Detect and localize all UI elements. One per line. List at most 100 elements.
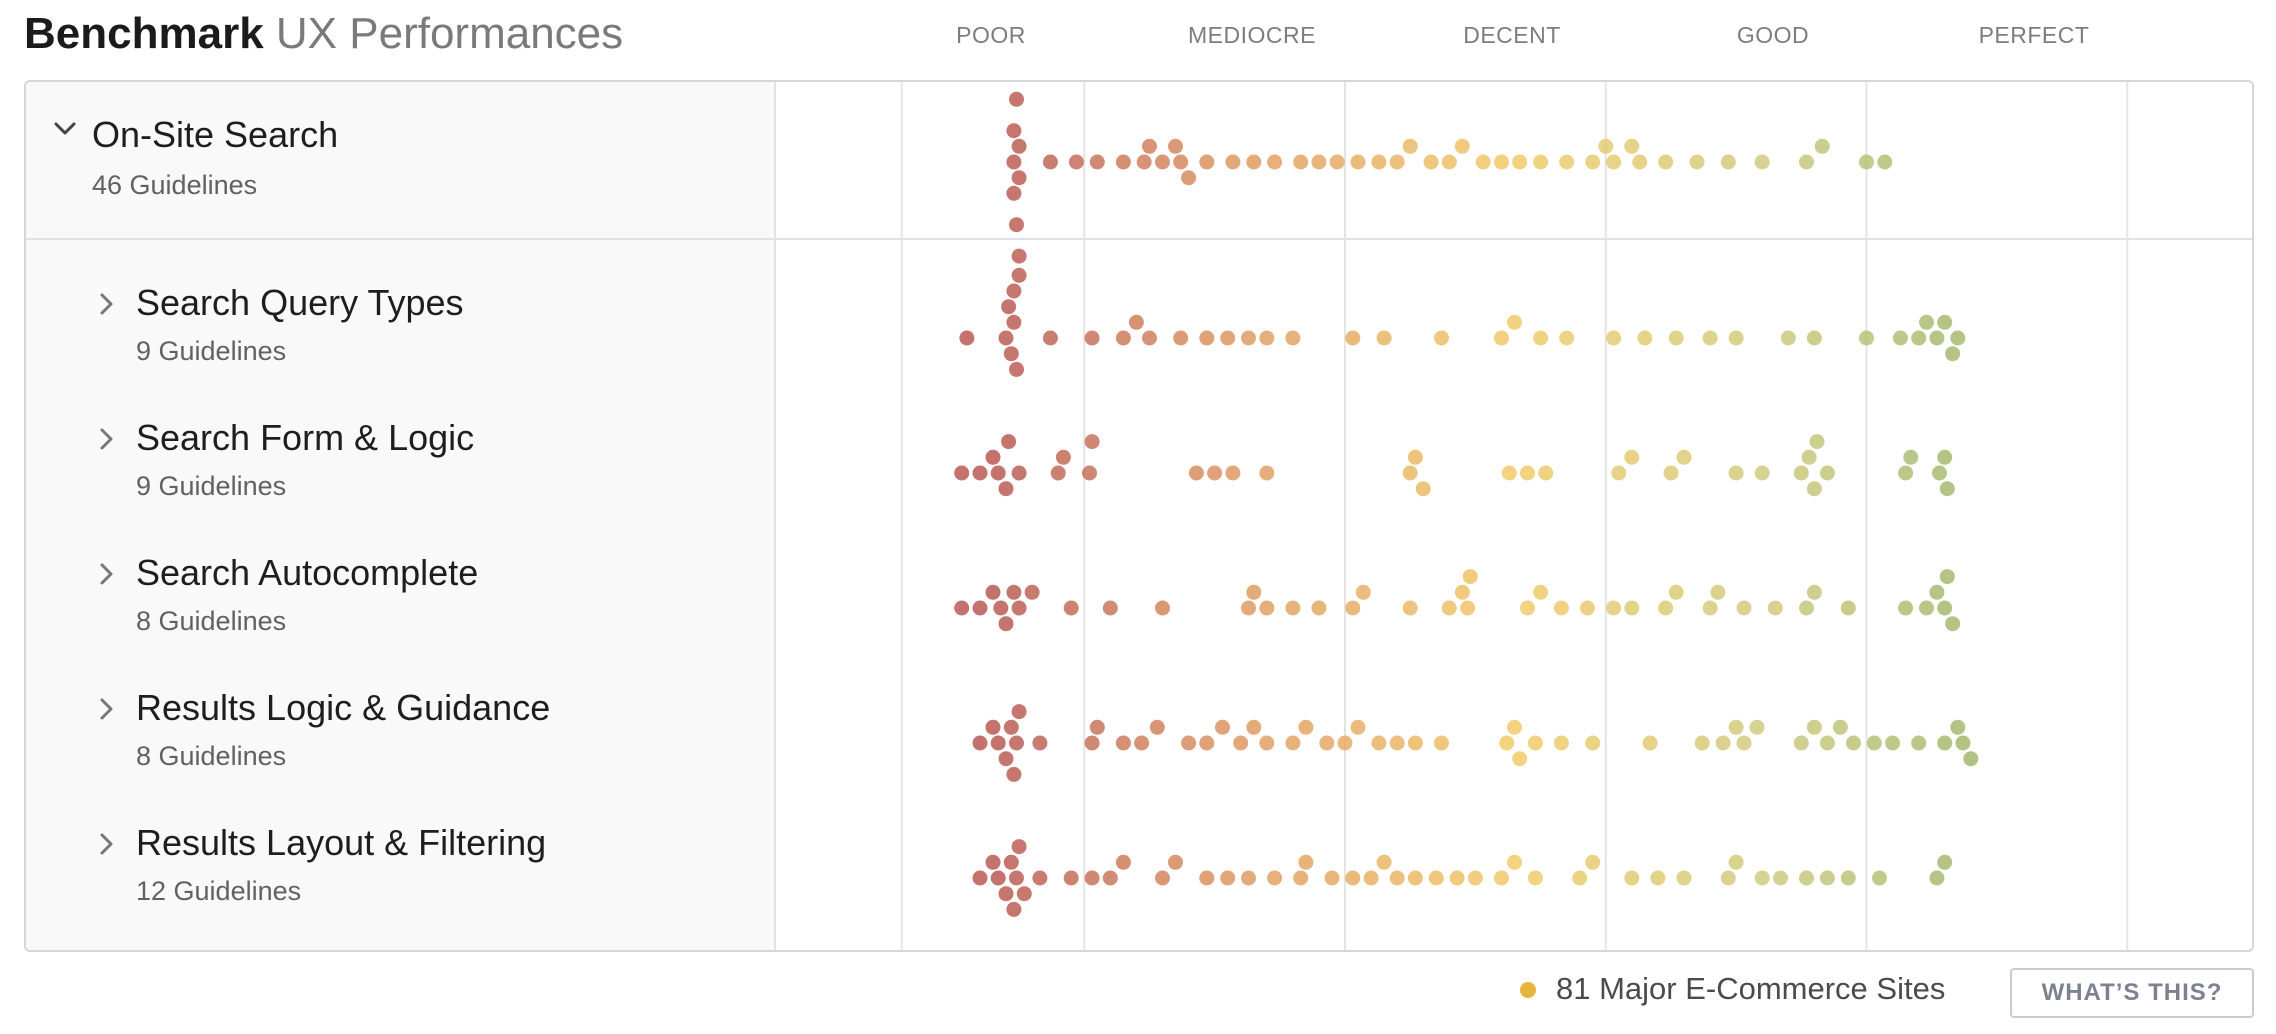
site-score-dot[interactable] [998,886,1014,902]
site-score-dot[interactable] [998,616,1014,632]
row-title-on-site-search[interactable]: On-Site Search [92,114,339,155]
site-score-dot[interactable] [1006,185,1022,201]
site-score-dot[interactable] [1668,330,1684,346]
site-score-dot[interactable] [1006,901,1022,917]
site-score-dot[interactable] [990,735,1006,751]
site-score-dot[interactable] [1877,154,1893,170]
site-score-dot[interactable] [1006,123,1022,139]
site-score-dot[interactable] [1188,465,1204,481]
site-score-dot[interactable] [1016,886,1032,902]
site-score-dot[interactable] [1937,854,1953,870]
site-score-dot[interactable] [1298,854,1314,870]
site-score-dot[interactable] [1937,314,1953,330]
site-score-dot[interactable] [1089,154,1105,170]
site-score-dot[interactable] [1806,584,1822,600]
site-score-dot[interactable] [1937,449,1953,465]
site-score-dot[interactable] [1806,719,1822,735]
site-score-dot[interactable] [1009,217,1024,233]
site-score-dot[interactable] [1840,600,1856,616]
chevron-right-icon[interactable] [90,557,124,591]
site-score-dot[interactable] [1538,465,1554,481]
site-score-dot[interactable] [1624,600,1640,616]
site-score-dot[interactable] [1736,600,1752,616]
site-score-dot[interactable] [972,600,988,616]
site-score-dot[interactable] [1606,330,1622,346]
site-score-dot[interactable] [1624,138,1640,154]
site-score-dot[interactable] [1728,330,1744,346]
site-score-dot[interactable] [1115,854,1131,870]
site-score-dot[interactable] [1136,154,1152,170]
site-score-dot[interactable] [1115,330,1131,346]
site-score-dot[interactable] [1225,154,1241,170]
site-score-dot[interactable] [1710,584,1726,600]
site-score-dot[interactable] [1955,735,1971,751]
site-score-dot[interactable] [1859,330,1874,346]
site-score-dot[interactable] [954,600,970,616]
site-score-dot[interactable] [1520,600,1535,616]
site-score-dot[interactable] [1950,719,1966,735]
site-score-dot[interactable] [1950,330,1966,346]
site-score-dot[interactable] [1689,154,1705,170]
site-score-dot[interactable] [1553,600,1569,616]
site-score-dot[interactable] [1898,600,1914,616]
site-score-dot[interactable] [1311,600,1327,616]
site-score-dot[interactable] [1084,434,1100,450]
site-score-dot[interactable] [1728,465,1744,481]
site-score-dot[interactable] [985,854,1001,870]
site-score-dot[interactable] [1259,735,1275,751]
site-score-dot[interactable] [1199,735,1215,751]
site-score-dot[interactable] [1003,854,1019,870]
site-score-dot[interactable] [1115,154,1131,170]
site-score-dot[interactable] [998,751,1014,767]
site-score-dot[interactable] [1246,584,1262,600]
site-score-dot[interactable] [1009,361,1024,377]
site-score-dot[interactable] [1011,465,1027,481]
site-score-dot[interactable] [1084,735,1100,751]
site-score-dot[interactable] [1819,735,1835,751]
site-score-dot[interactable] [1225,465,1241,481]
site-score-dot[interactable] [1533,330,1549,346]
site-score-dot[interactable] [1389,154,1405,170]
site-score-dot[interactable] [1402,600,1418,616]
site-score-dot[interactable] [1580,600,1595,616]
site-score-dot[interactable] [1694,735,1710,751]
site-score-dot[interactable] [1819,465,1835,481]
site-score-dot[interactable] [1937,735,1953,751]
site-score-dot[interactable] [1499,735,1515,751]
row-title-search-form-logic[interactable]: Search Form & Logic [136,417,475,458]
site-score-dot[interactable] [1363,870,1379,886]
site-score-dot[interactable] [1246,719,1262,735]
site-score-dot[interactable] [1533,154,1549,170]
site-score-dot[interactable] [1754,154,1770,170]
site-score-dot[interactable] [1042,330,1058,346]
site-score-dot[interactable] [1199,330,1215,346]
site-score-dot[interactable] [1259,465,1275,481]
site-score-dot[interactable] [1642,735,1658,751]
site-score-dot[interactable] [1402,138,1418,154]
site-score-dot[interactable] [1207,465,1223,481]
site-score-dot[interactable] [1929,330,1945,346]
site-score-dot[interactable] [1736,735,1752,751]
site-score-dot[interactable] [1155,154,1170,170]
chevron-right-icon[interactable] [90,287,124,321]
site-score-dot[interactable] [1428,870,1444,886]
site-score-dot[interactable] [1846,735,1861,751]
site-score-dot[interactable] [1009,735,1024,751]
site-score-dot[interactable] [1006,154,1022,170]
site-score-dot[interactable] [1832,719,1848,735]
site-score-dot[interactable] [1814,138,1830,154]
site-score-dot[interactable] [1006,766,1022,782]
site-score-dot[interactable] [985,449,1001,465]
site-score-dot[interactable] [1467,870,1483,886]
site-score-dot[interactable] [1006,283,1022,299]
site-score-dot[interactable] [1585,854,1601,870]
site-score-dot[interactable] [1407,870,1423,886]
site-score-dot[interactable] [1650,870,1666,886]
site-score-dot[interactable] [1285,330,1301,346]
site-score-dot[interactable] [1932,465,1947,481]
site-score-dot[interactable] [1939,569,1955,585]
site-score-dot[interactable] [1809,434,1825,450]
site-score-dot[interactable] [1840,870,1856,886]
site-score-dot[interactable] [1676,870,1692,886]
site-score-dot[interactable] [1919,600,1934,616]
